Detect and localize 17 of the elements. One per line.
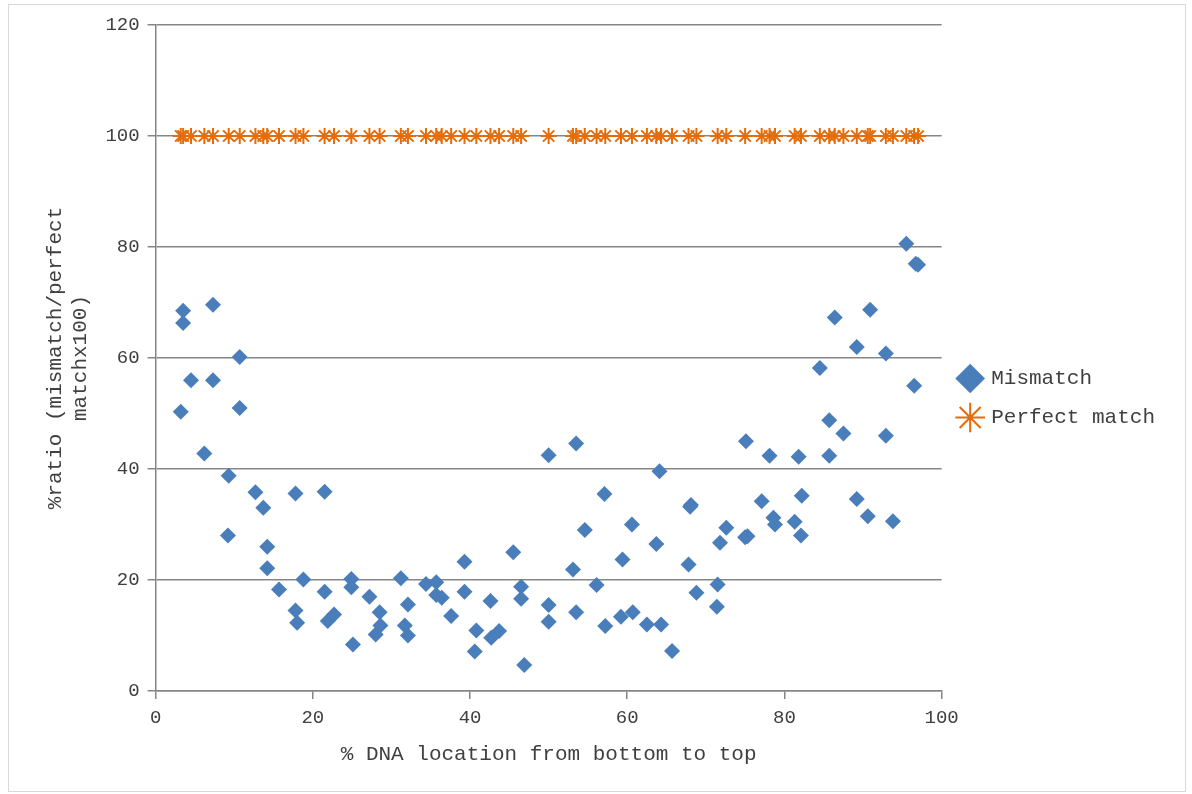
x-tick-label: 80: [773, 707, 796, 730]
x-axis-title: % DNA location from bottom to top: [340, 742, 757, 766]
x-tick-label: 100: [924, 707, 959, 730]
x-tick-label: 60: [615, 707, 639, 730]
x-tick-label: 40: [458, 707, 482, 730]
y-tick-label: 0: [128, 680, 140, 703]
x-tick-label: 0: [149, 707, 162, 730]
x-tick-label: 20: [301, 707, 325, 730]
y-tick-label: 80: [116, 236, 140, 259]
y-tick-label: 120: [105, 14, 140, 37]
legend-label: Perfect match: [991, 406, 1155, 430]
y-axis-title: %ratio (mismatch/perfect matchx100): [44, 206, 93, 510]
y-tick-label: 40: [116, 458, 140, 481]
y-tick-label: 20: [116, 569, 140, 592]
y-tick-label: 100: [105, 125, 140, 148]
legend-label: Mismatch: [991, 367, 1092, 391]
y-tick-label: 60: [116, 347, 140, 370]
